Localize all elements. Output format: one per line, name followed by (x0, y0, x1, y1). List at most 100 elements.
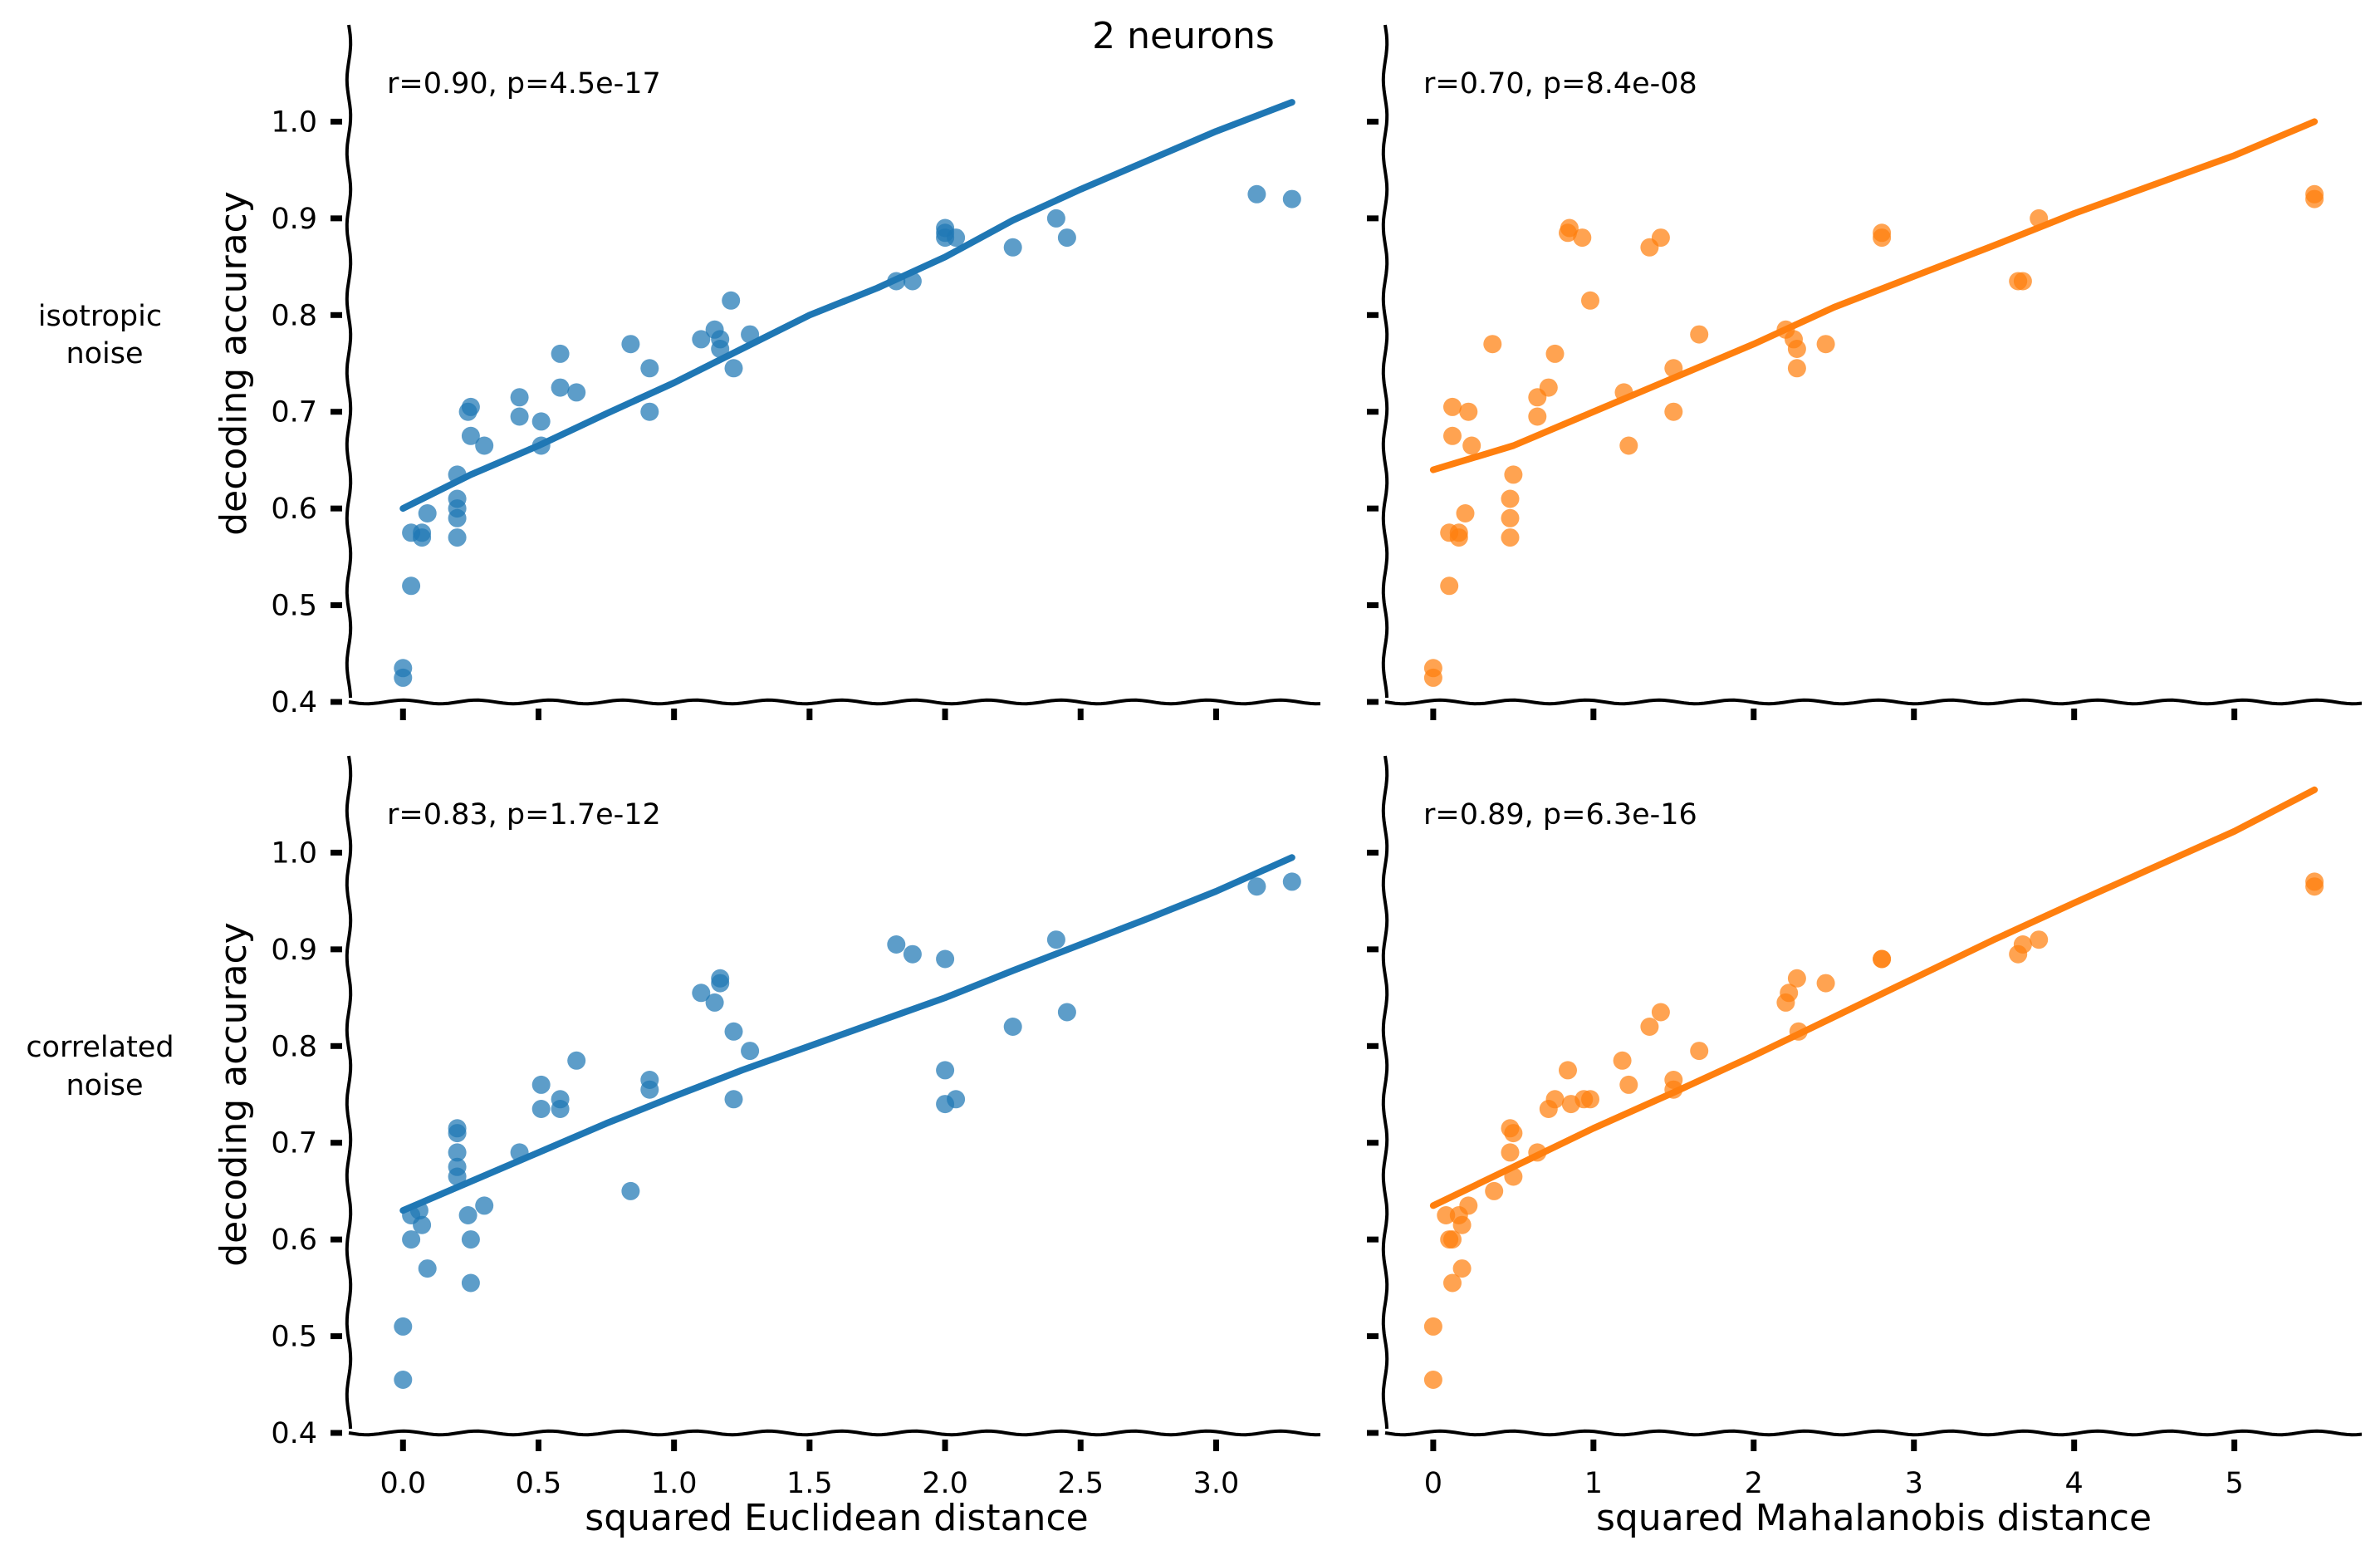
row-label-isotropic-line1: isotropic (38, 300, 162, 333)
data-point (1613, 1051, 1632, 1070)
x-axis-spine (1384, 1429, 2363, 1437)
data-point (1003, 1018, 1022, 1036)
data-point (947, 228, 966, 248)
data-point (448, 528, 467, 547)
fit-line (1429, 118, 2319, 473)
x-tick-label: 2 (1745, 1467, 1763, 1500)
data-point (418, 504, 437, 522)
panel-correlated-mahalanobis: 0 1 2 3 4 5 squared Mahalanobis distance r=0.89… (1367, 755, 2363, 1539)
data-point (1787, 340, 1806, 358)
data-point (1459, 1196, 1478, 1215)
row-label-correlated: correlated noise (26, 1031, 183, 1102)
data-point (1247, 877, 1266, 896)
y-axis-label: decoding accuracy (213, 191, 255, 536)
data-point (1443, 397, 1462, 416)
data-point (1559, 1061, 1577, 1080)
data-point (458, 1206, 477, 1224)
data-point (711, 330, 730, 349)
y-tick-label: 0.4 (271, 1417, 317, 1450)
data-point (692, 984, 711, 1003)
row-label-correlated-line2: noise (66, 1069, 143, 1102)
data-point (705, 993, 724, 1012)
data-point (1545, 1090, 1565, 1109)
y-tick-label: 0.8 (271, 1030, 317, 1063)
data-point (1440, 576, 1459, 596)
x-tick-label: 1.0 (651, 1467, 698, 1500)
y-tick-label: 0.5 (271, 1321, 317, 1354)
data-point (1690, 1042, 1709, 1061)
data-point (640, 402, 659, 421)
data-point (1619, 1075, 1638, 1094)
data-point (741, 1042, 760, 1061)
data-point (640, 359, 659, 378)
data-point (724, 1090, 743, 1109)
data-point (1651, 228, 1670, 248)
data-point (551, 344, 570, 363)
data-point (1560, 218, 1579, 238)
data-point (394, 668, 413, 687)
x-tick-label: 2.0 (922, 1467, 968, 1500)
data-point (461, 1273, 480, 1293)
data-point (1690, 325, 1709, 344)
y-tick-label: 0.4 (271, 686, 317, 719)
y-axis-spine (1381, 24, 1389, 699)
data-point (1501, 1143, 1520, 1162)
data-point (640, 1080, 659, 1099)
data-point (1816, 974, 1835, 993)
data-point (1501, 508, 1520, 527)
data-point (475, 1196, 494, 1215)
y-axis-spine (345, 24, 353, 699)
data-point (475, 436, 494, 455)
x-axis-spine (348, 1429, 1321, 1437)
data-point (567, 383, 586, 402)
data-point (413, 528, 432, 547)
data-point (1528, 407, 1547, 426)
data-point (1456, 504, 1475, 522)
data-point (448, 489, 467, 508)
data-point (1282, 872, 1301, 891)
x-axis-spine (348, 698, 1321, 706)
data-point (1873, 228, 1892, 248)
data-point (551, 1100, 570, 1118)
data-point (461, 397, 480, 416)
row-label-isotropic-line2: noise (66, 337, 143, 370)
x-tick-label: 2.5 (1057, 1467, 1104, 1500)
data-point (722, 291, 741, 310)
x-tick-label: 3 (1905, 1467, 1923, 1500)
x-tick-label: 1 (1584, 1467, 1603, 1500)
data-point (1619, 436, 1638, 455)
data-point (1780, 984, 1799, 1003)
data-point (1437, 1206, 1456, 1224)
data-point (413, 1215, 432, 1234)
x-axis-label: squared Euclidean distance (585, 1497, 1088, 1539)
x-tick-label: 3.0 (1193, 1467, 1240, 1500)
data-point (531, 412, 551, 431)
data-point (1483, 335, 1502, 354)
row-label-isotropic: isotropic noise (38, 300, 171, 370)
data-point (1501, 528, 1520, 547)
data-point (1539, 378, 1558, 397)
data-point (531, 1100, 551, 1118)
data-point (1046, 930, 1065, 949)
correlation-annotation: r=0.89, p=6.3e-16 (1423, 798, 1697, 832)
data-point (1423, 668, 1442, 687)
figure-suptitle: 2 neurons (1092, 15, 1275, 57)
y-tick-label: 0.9 (271, 203, 317, 236)
y-tick-label: 1.0 (271, 836, 317, 870)
data-point (2030, 930, 2049, 949)
x-tick-label: 5 (2225, 1467, 2243, 1500)
y-axis-spine (345, 755, 353, 1430)
data-point (2305, 877, 2324, 896)
data-point (531, 1075, 551, 1094)
data-point (1640, 1018, 1659, 1036)
data-point (936, 1061, 955, 1080)
data-point (1664, 402, 1683, 421)
x-axis-spine (1384, 698, 2363, 706)
data-point (1581, 291, 1599, 310)
data-point (510, 388, 529, 407)
data-point (903, 944, 922, 964)
data-point (1545, 344, 1565, 363)
y-axis-label: decoding accuracy (213, 922, 255, 1267)
data-point (1651, 1003, 1670, 1022)
data-point (1459, 402, 1478, 421)
